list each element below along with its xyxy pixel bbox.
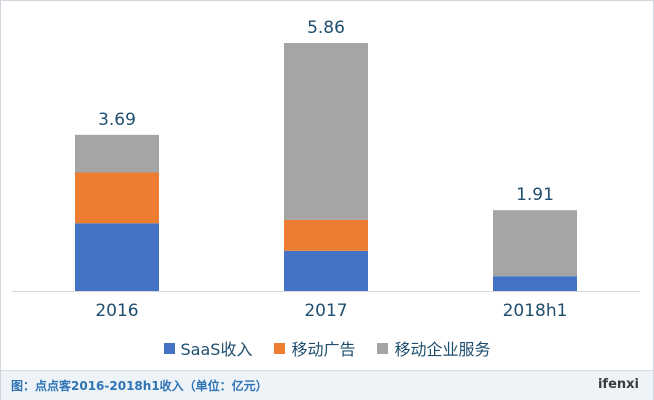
bar-mobile-enterprise-2018h1 xyxy=(493,210,577,277)
legend-item-mobile-enterprise: 移动企业服务 xyxy=(377,336,490,360)
legend-label-saas: SaaS收入 xyxy=(180,340,253,359)
stacked-bar-chart: 3.69 2016 5.86 2017 1.91 2018h1 xyxy=(12,18,640,321)
legend-swatch-mobile-ads xyxy=(274,342,286,354)
total-label-2017: 5.86 xyxy=(307,18,345,38)
bar-saas-2018h1 xyxy=(493,276,577,291)
x-tick-label-2016: 2016 xyxy=(95,301,138,321)
bar-saas-2016 xyxy=(75,223,159,291)
x-tick-label-2018h1: 2018h1 xyxy=(503,301,568,321)
legend-swatch-saas xyxy=(163,342,175,354)
bar-saas-2017 xyxy=(284,250,368,291)
bar-mobile-enterprise-2016 xyxy=(75,134,159,173)
legend-item-saas: SaaS收入 xyxy=(163,336,253,360)
brand-logo-text: ifenxi xyxy=(597,377,639,392)
bar-mobile-ads-2017 xyxy=(284,219,368,251)
legend-swatch-mobile-enterprise xyxy=(377,342,389,354)
x-tick-label-2017: 2017 xyxy=(304,301,347,321)
figure-caption: 图：点点客2016-2018h1收入（单位：亿元） xyxy=(11,379,268,393)
total-label-2018h1: 1.91 xyxy=(516,185,554,205)
bar-mobile-ads-2016 xyxy=(75,172,159,224)
legend-item-mobile-ads: 移动广告 xyxy=(274,336,355,360)
total-label-2016: 3.69 xyxy=(98,110,136,130)
bar-mobile-enterprise-2017 xyxy=(284,43,368,220)
legend-label-mobile-enterprise: 移动企业服务 xyxy=(394,340,491,359)
legend-label-mobile-ads: 移动广告 xyxy=(291,340,356,359)
caption-bar: 图：点点客2016-2018h1收入（单位：亿元） ifenxi xyxy=(1,370,653,400)
legend: SaaS收入 移动广告 移动企业服务 xyxy=(0,337,654,359)
